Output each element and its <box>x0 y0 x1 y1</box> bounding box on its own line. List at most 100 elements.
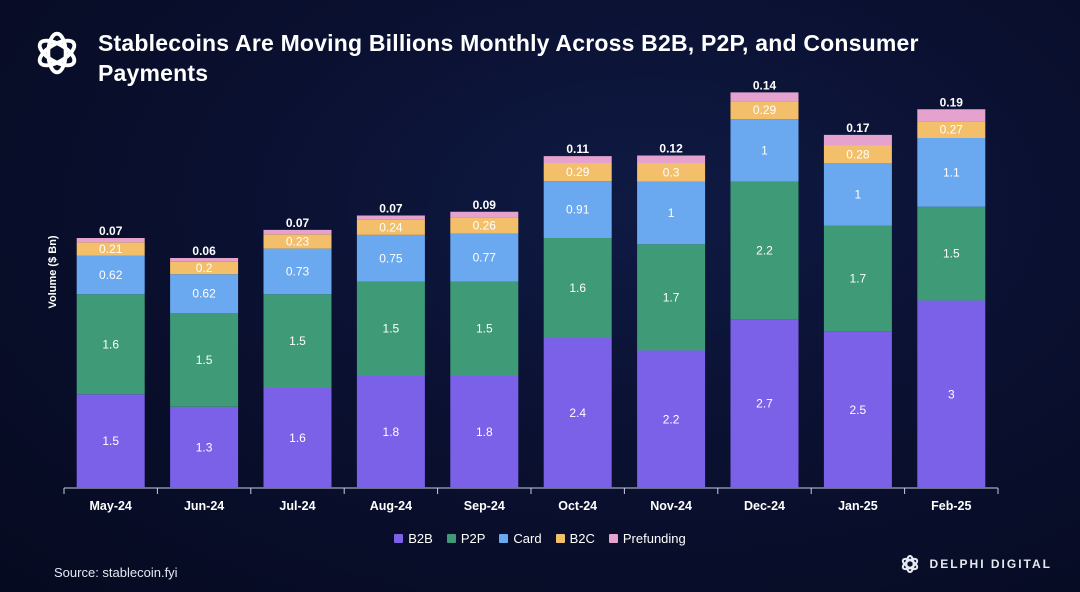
source-note: Source: stablecoin.fyi <box>54 565 178 580</box>
bar-p2p-jul-24 <box>263 294 332 388</box>
legend-swatch <box>608 534 618 543</box>
x-tick-label: Feb-25 <box>931 499 971 513</box>
delphi-small-logo-icon <box>901 555 918 573</box>
data-label-card: 1 <box>761 144 768 158</box>
data-label-p2p: 1.6 <box>102 337 119 351</box>
bar-prefunding-dec-24 <box>730 92 799 102</box>
bar-p2p-sep-24 <box>450 281 519 376</box>
data-label-b2c: 0.27 <box>940 123 964 137</box>
data-label-b2b: 2.7 <box>756 397 773 411</box>
legend-item-p2p: P2P <box>446 531 486 546</box>
data-label-card: 0.75 <box>379 251 403 265</box>
bar-b2b-oct-24 <box>543 338 612 488</box>
bar-card-dec-24 <box>730 119 799 182</box>
bar-b2c-oct-24 <box>543 163 612 182</box>
data-label-card: 0.77 <box>473 251 497 265</box>
bar-card-oct-24 <box>543 181 612 238</box>
bar-prefunding-nov-24 <box>637 155 706 163</box>
data-label-b2c: 0.29 <box>753 103 777 117</box>
bar-card-jul-24 <box>263 248 332 295</box>
legend-label: Prefunding <box>622 531 686 546</box>
bar-prefunding-jun-24 <box>170 258 239 262</box>
legend-item-b2c: B2C <box>555 531 595 546</box>
legend-swatch <box>446 534 456 543</box>
x-tick-label: Oct-24 <box>558 499 597 513</box>
data-label-p2p: 1.5 <box>289 334 306 348</box>
chart-title: Stablecoins Are Moving Billions Monthly … <box>98 30 919 86</box>
bar-b2b-jan-25 <box>823 331 892 488</box>
x-tick-label: May-24 <box>90 499 132 513</box>
bar-prefunding-oct-24 <box>543 156 612 163</box>
data-label-b2c: 0.24 <box>379 220 403 234</box>
data-label-prefunding: 0.07 <box>99 224 123 238</box>
data-label-b2c: 0.28 <box>846 147 870 161</box>
bar-card-feb-25 <box>917 138 986 207</box>
data-label-p2p: 1.5 <box>943 247 960 261</box>
bar-card-jan-25 <box>823 163 892 226</box>
bar-prefunding-feb-25 <box>917 109 986 122</box>
y-axis-label: Volume ($ Bn) <box>47 235 59 308</box>
bar-card-may-24 <box>76 255 145 295</box>
chart-legend: B2B P2P Card B2C Prefunding <box>0 531 1080 546</box>
bar-b2c-dec-24 <box>730 101 799 120</box>
bar-b2c-feb-25 <box>917 121 986 138</box>
bar-b2b-nov-24 <box>637 350 706 488</box>
data-label-card: 1 <box>668 206 675 220</box>
data-label-b2c: 0.21 <box>99 242 123 256</box>
bar-prefunding-sep-24 <box>450 211 519 218</box>
legend-label: B2B <box>408 531 433 546</box>
legend-label: B2C <box>569 531 595 546</box>
bar-p2p-nov-24 <box>637 244 706 351</box>
data-label-b2c: 0.2 <box>196 261 213 275</box>
data-label-prefunding: 0.09 <box>473 198 497 212</box>
data-label-prefunding: 0.06 <box>192 244 216 258</box>
bar-b2c-nov-24 <box>637 163 706 182</box>
data-label-p2p: 1.5 <box>476 322 493 336</box>
bar-b2b-jun-24 <box>170 406 239 488</box>
data-label-b2c: 0.26 <box>473 219 497 233</box>
x-tick-label: Dec-24 <box>744 499 785 513</box>
legend-item-prefunding: Prefunding <box>608 531 686 546</box>
bar-b2b-sep-24 <box>450 375 519 488</box>
x-tick-label: Jun-24 <box>184 499 224 513</box>
data-label-b2b: 1.6 <box>289 431 306 445</box>
header: Stablecoins Are Moving Billions Monthly … <box>28 24 958 88</box>
brand-mark: DELPHI DIGITAL <box>898 552 1052 576</box>
data-label-b2c: 0.23 <box>286 234 310 248</box>
bar-prefunding-jul-24 <box>263 229 332 235</box>
x-tick-label: Jul-24 <box>279 499 315 513</box>
bar-b2b-feb-25 <box>917 300 986 488</box>
data-label-b2b: 2.5 <box>850 403 867 417</box>
data-label-p2p: 1.7 <box>663 290 680 304</box>
x-tick-label: Nov-24 <box>650 499 692 513</box>
data-label-p2p: 1.6 <box>569 281 586 295</box>
legend-item-card: Card <box>499 531 542 546</box>
bar-card-sep-24 <box>450 233 519 282</box>
x-tick-label: Jan-25 <box>838 499 878 513</box>
data-label-b2b: 1.8 <box>383 425 400 439</box>
legend-swatch <box>394 534 404 543</box>
data-label-prefunding: 0.07 <box>379 202 403 216</box>
legend-label: P2P <box>460 531 486 546</box>
delphi-logo-icon <box>37 31 77 75</box>
bar-card-jun-24 <box>170 274 239 313</box>
data-label-b2b: 1.8 <box>476 425 493 439</box>
bar-b2b-jul-24 <box>263 388 332 488</box>
data-label-p2p: 1.5 <box>196 353 213 367</box>
legend-swatch <box>555 534 565 543</box>
data-label-b2b: 3 <box>948 387 955 401</box>
data-label-p2p: 1.5 <box>383 322 400 336</box>
data-label-b2b: 1.3 <box>196 440 213 454</box>
data-label-b2b: 2.4 <box>569 406 586 420</box>
bar-p2p-aug-24 <box>356 281 425 376</box>
data-label-prefunding: 0.19 <box>940 95 964 109</box>
data-label-prefunding: 0.14 <box>753 78 777 92</box>
data-label-b2b: 2.2 <box>663 412 680 426</box>
bar-prefunding-jan-25 <box>823 134 892 146</box>
data-label-prefunding: 0.11 <box>566 142 589 156</box>
bar-b2b-aug-24 <box>356 375 425 488</box>
data-label-card: 1.1 <box>943 165 960 179</box>
legend-label: Card <box>513 531 542 546</box>
data-label-prefunding: 0.07 <box>286 216 310 230</box>
